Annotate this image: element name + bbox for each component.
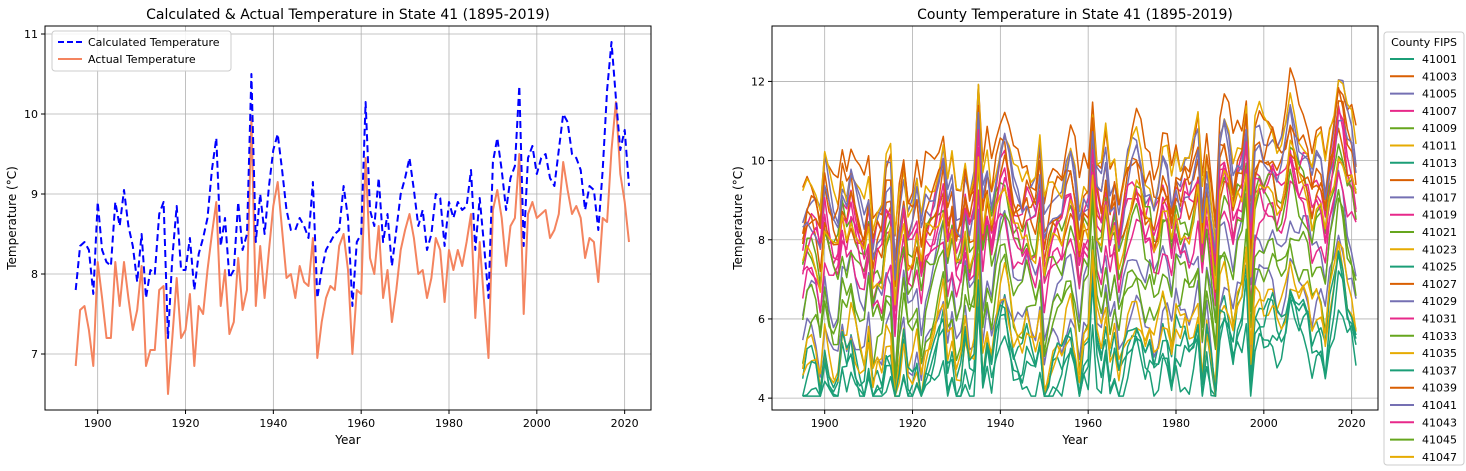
chart1-y-tick-label: 7 bbox=[31, 348, 38, 361]
chart2-y-tick-label: 8 bbox=[758, 234, 765, 247]
chart2-x-ticks: 1900 1920 1940 1960 1980 2000 2020 bbox=[811, 410, 1366, 430]
chart2-x-tick-label: 2020 bbox=[1338, 417, 1366, 430]
legend-label-41047: 41047 bbox=[1422, 451, 1457, 464]
legend-calculated-label: Calculated Temperature bbox=[88, 36, 220, 49]
chart2-y-ticks: 4 6 8 10 12 bbox=[751, 75, 772, 405]
chart1-y-tick-label: 11 bbox=[24, 28, 38, 41]
legend-label-41005: 41005 bbox=[1422, 88, 1457, 101]
series-county-41037 bbox=[801, 250, 1357, 397]
series-county-41011 bbox=[801, 79, 1357, 247]
chart2-axes-frame bbox=[771, 25, 1379, 411]
series-county-41041 bbox=[802, 104, 1357, 281]
chart2-y-label: Temperature (°C) bbox=[731, 166, 745, 271]
legend-label-41001: 41001 bbox=[1422, 53, 1457, 66]
chart1-legend: Calculated Temperature Actual Temperatur… bbox=[51, 30, 232, 72]
legend-label-41045: 41045 bbox=[1422, 434, 1457, 447]
chart2-y-tick-label: 6 bbox=[758, 313, 765, 326]
legend-label-41011: 41011 bbox=[1422, 140, 1457, 153]
legend-label-41021: 41021 bbox=[1422, 226, 1457, 239]
series-actual-temperature bbox=[74, 101, 630, 395]
legend-label-41007: 41007 bbox=[1422, 105, 1457, 118]
chart1-x-tick-label: 1900 bbox=[84, 417, 112, 430]
legend-label-41031: 41031 bbox=[1422, 313, 1457, 326]
series-county-41047 bbox=[801, 139, 1357, 306]
series-county-41043 bbox=[801, 110, 1357, 310]
chart2-x-tick-label: 1980 bbox=[1162, 417, 1190, 430]
chart1-x-tick-label: 2000 bbox=[523, 417, 551, 430]
legend-label-41023: 41023 bbox=[1422, 243, 1457, 256]
legend-label-41039: 41039 bbox=[1422, 382, 1457, 395]
series-county-41031 bbox=[801, 171, 1357, 338]
chart1-axes-frame bbox=[44, 25, 652, 411]
chart1-title: Calculated & Actual Temperature in State… bbox=[146, 7, 550, 23]
legend-label-41037: 41037 bbox=[1422, 364, 1457, 377]
legend-label-41019: 41019 bbox=[1422, 209, 1457, 222]
legend-label-41025: 41025 bbox=[1422, 261, 1457, 274]
chart2-x-tick-label: 1940 bbox=[986, 417, 1014, 430]
chart1-x-label: Year bbox=[334, 433, 360, 447]
legend-label-41015: 41015 bbox=[1422, 174, 1457, 187]
chart2-y-tick-label: 12 bbox=[751, 75, 765, 88]
chart2-x-tick-label: 2000 bbox=[1250, 417, 1278, 430]
series-calculated-temperature bbox=[74, 41, 630, 339]
chart2-legend-title: County FIPS bbox=[1391, 36, 1457, 49]
chart-county-temperature: County Temperature in State 41 (1895-201… bbox=[731, 7, 1465, 466]
legend-label-41003: 41003 bbox=[1422, 70, 1457, 83]
chart1-x-ticks: 1900 1920 1940 1960 1980 2000 2020 bbox=[84, 410, 639, 430]
chart2-x-label: Year bbox=[1061, 433, 1087, 447]
chart2-legend: County FIPS 4100141003410054100741009410… bbox=[1383, 31, 1465, 466]
chart1-x-tick-label: 1920 bbox=[172, 417, 200, 430]
legend-label-41017: 41017 bbox=[1422, 191, 1457, 204]
chart1-legend-box bbox=[51, 30, 232, 72]
series-county-41003 bbox=[802, 67, 1357, 237]
chart1-y-tick-label: 9 bbox=[31, 188, 38, 201]
chart1-y-ticks: 7 8 9 10 11 bbox=[24, 28, 45, 361]
chart2-title: County Temperature in State 41 (1895-201… bbox=[917, 7, 1233, 23]
legend-actual-label: Actual Temperature bbox=[88, 53, 196, 66]
chart2-x-tick-label: 1960 bbox=[1074, 417, 1102, 430]
chart2-series bbox=[801, 67, 1357, 397]
chart1-x-tick-label: 1940 bbox=[259, 417, 287, 430]
chart1-x-tick-label: 2020 bbox=[611, 417, 639, 430]
chart2-y-tick-label: 10 bbox=[751, 155, 765, 168]
chart2-legend-items: 41001 41003 41005 41007 41009 41011 41013 41015… bbox=[1390, 53, 1457, 464]
chart1-x-tick-label: 1980 bbox=[435, 417, 463, 430]
chart1-y-label: Temperature (°C) bbox=[5, 166, 19, 271]
chart-calculated-vs-actual: Calculated & Actual Temperature in State… bbox=[5, 7, 652, 447]
legend-label-41029: 41029 bbox=[1422, 295, 1457, 308]
legend-label-41013: 41013 bbox=[1422, 157, 1457, 170]
legend-label-41027: 41027 bbox=[1422, 278, 1457, 291]
chart2-x-tick-label: 1920 bbox=[899, 417, 927, 430]
legend-label-41041: 41041 bbox=[1422, 399, 1457, 412]
legend-label-41043: 41043 bbox=[1422, 416, 1457, 429]
legend-label-41009: 41009 bbox=[1422, 122, 1457, 135]
chart1-series bbox=[74, 41, 630, 395]
chart2-y-tick-label: 4 bbox=[758, 392, 765, 405]
chart1-x-tick-label: 1960 bbox=[347, 417, 375, 430]
chart2-x-tick-label: 1900 bbox=[811, 417, 839, 430]
chart1-y-tick-label: 8 bbox=[31, 268, 38, 281]
legend-label-41033: 41033 bbox=[1422, 330, 1457, 343]
series-county-41045 bbox=[801, 188, 1357, 379]
chart1-y-tick-label: 10 bbox=[24, 108, 38, 121]
chart2-legend-box bbox=[1383, 31, 1465, 466]
legend-label-41035: 41035 bbox=[1422, 347, 1457, 360]
